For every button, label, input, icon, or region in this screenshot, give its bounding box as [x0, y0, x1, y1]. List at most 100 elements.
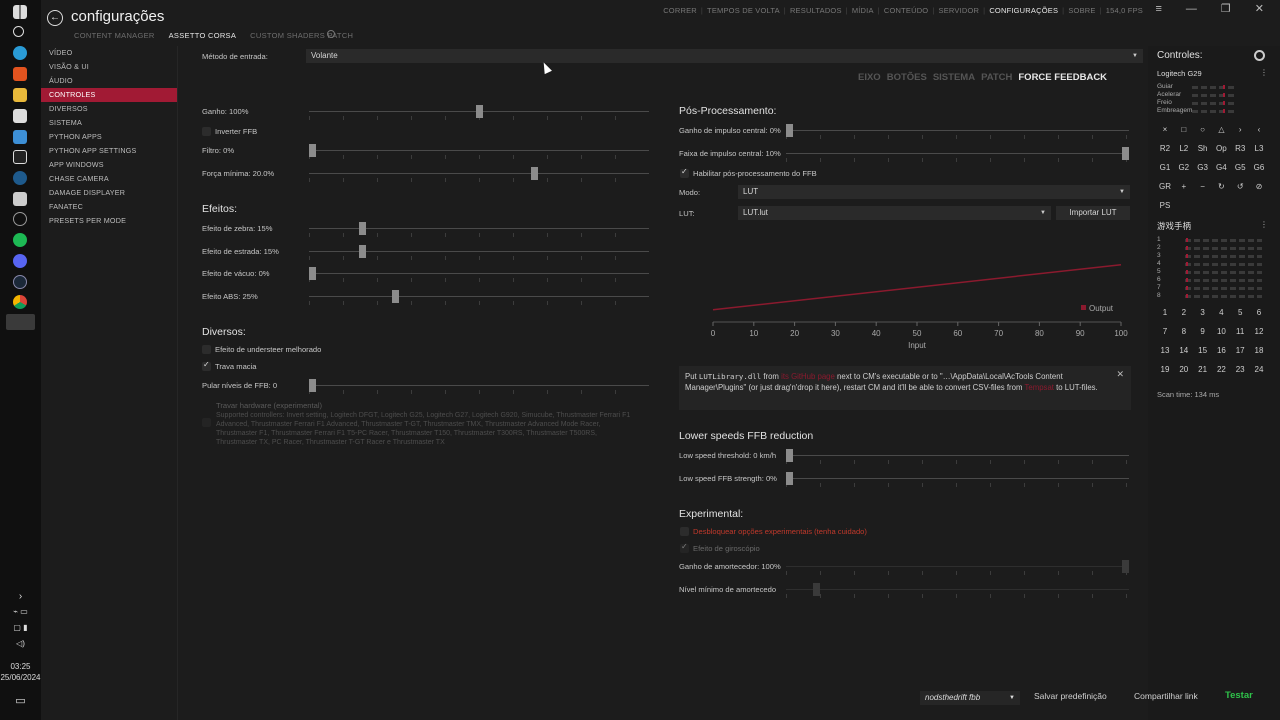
sidebar-item-1[interactable]: VISÃO & UI: [49, 62, 89, 71]
close-icon[interactable]: ✕: [1116, 369, 1124, 379]
effect-2-track[interactable]: [309, 273, 649, 274]
effect-3-thumb[interactable]: [392, 290, 400, 303]
steam-icon-2[interactable]: [13, 275, 27, 289]
spotify-icon[interactable]: [13, 233, 27, 247]
brave-icon[interactable]: [13, 67, 27, 81]
skip-ffb-thumb[interactable]: [309, 379, 316, 392]
lowspeed-threshold-thumb[interactable]: [786, 449, 793, 462]
skip-ffb-track[interactable]: [309, 385, 649, 386]
ffb-tab-1[interactable]: BOTÕES: [886, 72, 927, 83]
tray-icons-2[interactable]: ▢ ▮: [13, 623, 28, 632]
min-force-thumb[interactable]: [531, 167, 538, 180]
subtab-1[interactable]: ASSETTO CORSA: [168, 31, 237, 40]
wheel-lock-checkbox[interactable]: [202, 360, 211, 371]
effect-3-track[interactable]: [309, 296, 649, 297]
effect-1-thumb[interactable]: [358, 245, 366, 258]
clock-time[interactable]: 03:25: [10, 662, 31, 671]
gamepad-menu-icon[interactable]: ⋮: [1260, 220, 1268, 229]
back-arrow-icon[interactable]: ←: [47, 10, 63, 26]
nav-item-3[interactable]: MÍDIA: [851, 6, 874, 15]
steam-icon[interactable]: [13, 171, 27, 185]
ffb-tab-2[interactable]: SISTEMA: [932, 72, 976, 83]
edge-icon[interactable]: [13, 46, 27, 60]
content-manager-icon[interactable]: [6, 314, 35, 330]
sidebar-item-11[interactable]: FANATEC: [49, 202, 84, 211]
hw-lock-checkbox[interactable]: [202, 418, 211, 427]
preset-select[interactable]: nodsthedrift fbb ▼: [920, 691, 1020, 705]
center-boost-track[interactable]: [786, 130, 1129, 131]
sidebar-item-3[interactable]: CONTROLES: [41, 88, 178, 102]
damper-gain-track[interactable]: [786, 566, 1129, 567]
gyro-checkbox[interactable]: [680, 542, 689, 553]
app-icon[interactable]: [13, 192, 27, 206]
store-icon[interactable]: [13, 109, 27, 123]
maximize-icon[interactable]: ❐: [1220, 3, 1231, 15]
discord-icon[interactable]: [13, 254, 27, 268]
effect-2-thumb[interactable]: [309, 267, 316, 280]
close-window-icon[interactable]: ✕: [1254, 3, 1264, 15]
sidebar-item-6[interactable]: PYTHON APPS: [49, 132, 102, 141]
ffb-tab-0[interactable]: EIXO: [858, 72, 881, 83]
min-force-track[interactable]: [309, 173, 649, 174]
effect-1-track[interactable]: [309, 251, 649, 252]
test-button[interactable]: Testar: [1225, 690, 1253, 701]
subtab-0[interactable]: CONTENT MANAGER: [74, 31, 155, 40]
clock-date[interactable]: 25/06/2024: [0, 673, 41, 682]
input-method-select[interactable]: Volante ▼: [306, 49, 1143, 63]
nav-item-6[interactable]: CONFIGURAÇÕES: [989, 6, 1059, 15]
damper-min-thumb[interactable]: [812, 583, 820, 596]
tempsat-link[interactable]: Tempsat: [1024, 383, 1054, 392]
center-range-track[interactable]: [786, 153, 1129, 154]
filter-track[interactable]: [309, 150, 649, 151]
center-boost-thumb[interactable]: [786, 124, 793, 137]
lowspeed-threshold-track[interactable]: [786, 455, 1129, 456]
minimize-icon[interactable]: —: [1185, 3, 1197, 15]
share-link-button[interactable]: Compartilhar link: [1134, 691, 1198, 701]
invert-ffb-checkbox[interactable]: [202, 127, 211, 136]
sidebar-item-7[interactable]: PYTHON APP SETTINGS: [49, 146, 137, 155]
sidebar-item-8[interactable]: APP WINDOWS: [49, 160, 104, 169]
enable-postproc-checkbox[interactable]: [680, 167, 689, 178]
effect-0-thumb[interactable]: [358, 222, 366, 235]
sidebar-item-12[interactable]: PRESETS PER MODE: [49, 216, 127, 225]
settings-icon[interactable]: [13, 212, 27, 226]
nav-item-7[interactable]: SOBRE: [1068, 6, 1096, 15]
folder-icon[interactable]: [13, 88, 27, 102]
save-preset-button[interactable]: Salvar predefinição: [1034, 691, 1107, 701]
mail-icon[interactable]: [13, 130, 27, 144]
sidebar-item-10[interactable]: DAMAGE DISPLAYER: [49, 188, 126, 197]
menu-icon[interactable]: ≡: [1155, 3, 1162, 15]
volume-icon[interactable]: ◁): [16, 639, 25, 648]
lut-select[interactable]: LUT.lut ▼: [738, 206, 1051, 220]
lowspeed-strength-thumb[interactable]: [786, 472, 793, 485]
ffb-tab-3[interactable]: PATCH: [981, 72, 1013, 83]
center-range-thumb[interactable]: [1122, 147, 1129, 160]
unlock-experimental-checkbox[interactable]: [680, 527, 689, 536]
nav-item-1[interactable]: TEMPOS DE VOLTA: [707, 6, 780, 15]
device-menu-icon[interactable]: ⋮: [1260, 68, 1268, 77]
nav-item-5[interactable]: SERVIDOR: [938, 6, 980, 15]
gear-icon[interactable]: [1254, 50, 1265, 61]
notifications-icon[interactable]: ▭: [15, 695, 26, 707]
import-lut-button[interactable]: Importar LUT: [1056, 206, 1130, 220]
nav-item-2[interactable]: RESULTADOS: [789, 6, 842, 15]
lowspeed-strength-track[interactable]: [786, 478, 1129, 479]
tray-chevron-icon[interactable]: ›: [18, 591, 23, 602]
tray-icons[interactable]: ⌁ ▭: [13, 607, 28, 616]
sidebar-item-9[interactable]: CHASE CAMERA: [49, 174, 109, 183]
github-link[interactable]: its GitHub page: [781, 372, 835, 381]
nav-item-4[interactable]: CONTEÚDO: [883, 6, 929, 15]
damper-min-track[interactable]: [786, 589, 1129, 590]
chrome-icon[interactable]: [13, 295, 27, 309]
sidebar-item-4[interactable]: DIVERSOS: [49, 104, 88, 113]
nav-item-0[interactable]: CORRER: [663, 6, 697, 15]
ffb-tab-4[interactable]: FORCE FEEDBACK: [1018, 72, 1108, 83]
tiktok-icon[interactable]: [13, 150, 27, 164]
gain-thumb[interactable]: [475, 105, 483, 118]
mode-select[interactable]: LUT ▼: [738, 185, 1130, 199]
filter-thumb[interactable]: [309, 144, 316, 157]
understeer-checkbox[interactable]: [202, 345, 211, 354]
sidebar-item-0[interactable]: VÍDEO: [49, 48, 73, 57]
search-icon[interactable]: [13, 26, 24, 37]
effect-0-track[interactable]: [309, 228, 649, 229]
